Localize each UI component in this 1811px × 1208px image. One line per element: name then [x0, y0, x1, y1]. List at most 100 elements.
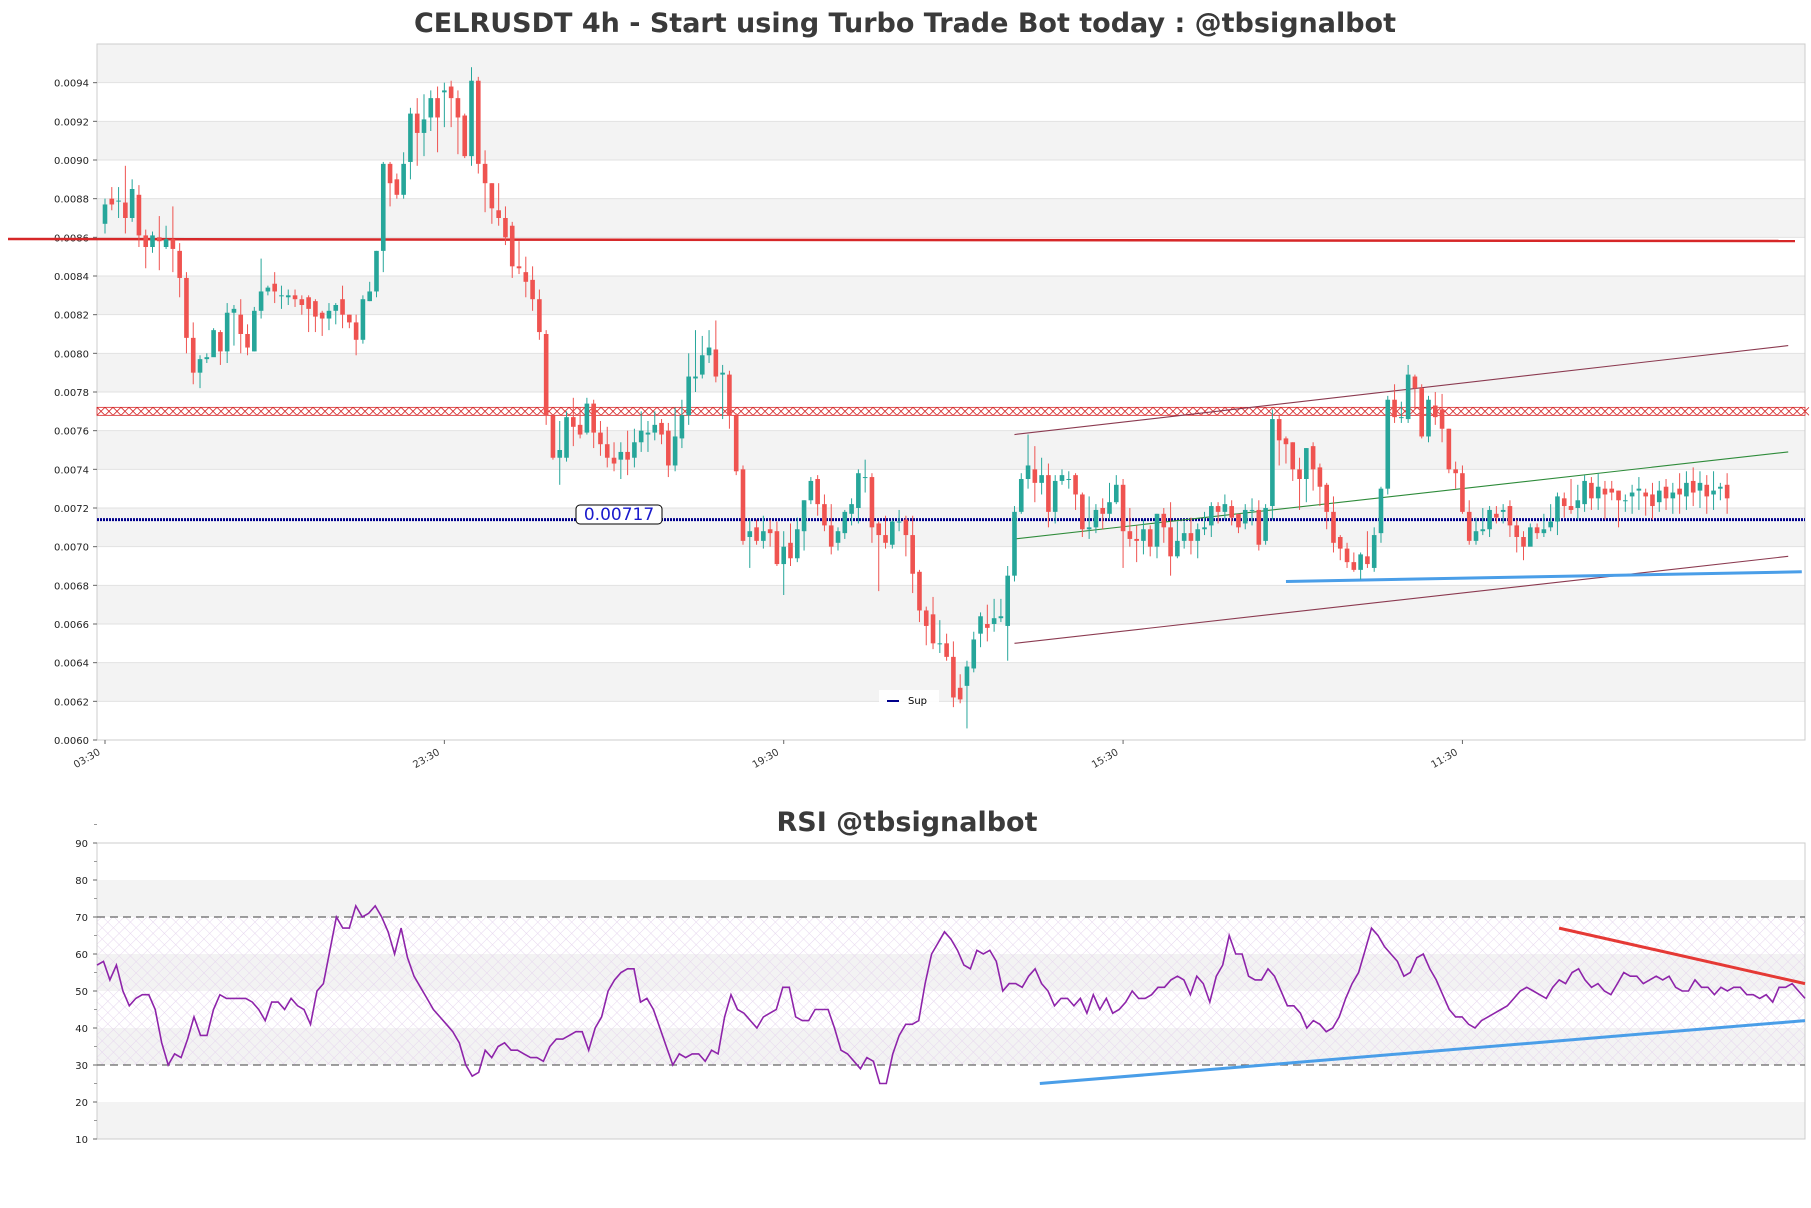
zone-hatch — [560, 407, 570, 416]
zone-hatch — [200, 407, 210, 416]
zone-hatch — [1112, 407, 1122, 416]
candle-body — [218, 332, 223, 352]
rsi-y-tick-label: 90 — [75, 839, 88, 850]
price-band — [97, 276, 1805, 315]
zone-hatch — [792, 407, 802, 416]
candle-body — [944, 643, 949, 657]
candle-body — [632, 442, 637, 458]
candle-body — [224, 312, 230, 352]
candle-body — [408, 113, 413, 162]
candle-body — [455, 98, 461, 118]
zone-hatch — [216, 407, 226, 416]
zone-hatch — [1016, 407, 1026, 416]
zone-hatch — [304, 407, 314, 416]
price-band — [97, 662, 1805, 702]
price-x-tick-label: 19:30 — [751, 747, 781, 771]
candle-body — [1046, 475, 1051, 512]
legend: Sup — [879, 690, 939, 707]
candle-body — [306, 297, 311, 309]
zone-hatch — [1024, 407, 1034, 416]
candle-body — [333, 305, 339, 311]
candle-body — [659, 422, 664, 435]
price-y-axis: 0.0060 0.0062 0.0064 0.0066 0.0068 0.0070 0.00… — [54, 79, 97, 747]
zone-hatch — [840, 407, 850, 416]
zone-hatch — [1720, 407, 1730, 416]
zone-hatch — [856, 407, 866, 416]
candle-body — [272, 283, 277, 292]
zone-hatch — [208, 407, 218, 416]
price-label: 0.00717 — [575, 504, 663, 525]
zone-hatch — [664, 407, 674, 416]
candle-body — [245, 334, 250, 348]
zone-hatch — [1536, 407, 1546, 416]
candle-body — [129, 189, 135, 218]
zone-hatch — [1584, 407, 1594, 416]
candle-body — [285, 295, 291, 298]
zone-hatch — [1448, 407, 1458, 416]
price-bands — [97, 44, 1805, 741]
candle-body — [571, 417, 576, 427]
candle-body — [1548, 521, 1553, 528]
candle-body — [971, 639, 977, 669]
zone-hatch — [376, 407, 386, 416]
zone-hatch — [1632, 407, 1642, 416]
candle-body — [1650, 494, 1655, 507]
candle-body — [1012, 511, 1017, 576]
price-x-tick-label: 11:30 — [1429, 747, 1459, 771]
candle-body — [550, 415, 556, 458]
candle-body — [1134, 538, 1139, 541]
candle-body — [1304, 448, 1309, 479]
zone-hatch — [1088, 407, 1098, 416]
price-y-tick-label: 0.0070 — [54, 543, 89, 554]
candle-body — [1432, 405, 1438, 418]
candle-body — [1168, 527, 1173, 557]
price-y-tick-label: 0.0084 — [54, 272, 89, 283]
candle-body — [699, 355, 705, 375]
resistance-line — [7, 237, 1796, 243]
zone-hatch — [816, 407, 826, 416]
zone-hatch — [800, 407, 810, 416]
zone-hatch — [1328, 407, 1338, 416]
zone-hatch — [808, 407, 818, 416]
candle-body — [1643, 492, 1648, 497]
zone-hatch — [408, 407, 418, 416]
candle-body — [1541, 529, 1547, 534]
zone-hatch — [1288, 407, 1298, 416]
candle-body — [265, 287, 271, 292]
zone-hatch — [1576, 407, 1586, 416]
zone-hatch — [640, 407, 650, 416]
price-y-tick-label: 0.0078 — [54, 388, 89, 399]
candle-body — [1602, 488, 1608, 495]
candle-body — [923, 610, 929, 626]
price-band — [97, 585, 1805, 624]
zone-hatch — [432, 407, 442, 416]
zone-hatch — [936, 407, 946, 416]
zone-hatch — [520, 407, 530, 416]
zone-hatch — [312, 407, 322, 416]
zone-hatch — [984, 407, 994, 416]
zone-hatch — [424, 407, 434, 416]
zone-hatch — [1776, 407, 1786, 416]
candle-body — [1385, 399, 1391, 489]
candle-body — [1636, 488, 1642, 491]
candle-body — [1202, 527, 1207, 530]
candle-body — [1188, 533, 1194, 541]
candle-body — [564, 417, 569, 458]
candle-body — [788, 542, 793, 559]
candle-body — [951, 656, 956, 698]
candle-body — [150, 235, 155, 247]
candle-body — [1663, 486, 1669, 499]
zone-hatch — [288, 407, 298, 416]
zone-hatch — [1640, 407, 1650, 416]
candle-body — [1534, 527, 1540, 534]
zone-hatch — [1696, 407, 1706, 416]
zone-hatch — [648, 407, 658, 416]
price-band — [97, 198, 1805, 238]
candle-body — [1181, 533, 1187, 541]
candle-body — [1684, 482, 1689, 497]
candle-body — [1480, 529, 1486, 532]
candle-body — [1582, 480, 1587, 505]
zone-hatch — [1520, 407, 1530, 416]
zone-hatch — [400, 407, 410, 416]
